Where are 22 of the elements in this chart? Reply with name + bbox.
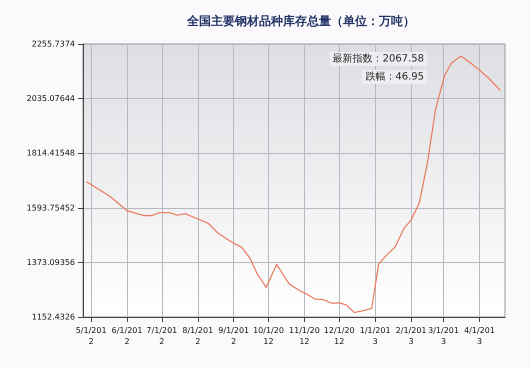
annotation: 跌幅：46.95 <box>365 70 424 82</box>
x-tick-label: 5/1/201 2 <box>76 326 107 346</box>
x-tick-label: 9/1/201 2 <box>218 326 250 346</box>
x-tick-label: 8/1/201 2 <box>182 326 214 346</box>
chart-title: 全国主要钢材品种库存总量（单位：万吨） <box>186 14 415 28</box>
x-tick-label: 11/1/20 12 <box>289 326 320 346</box>
y-tick-label: 2035.07644 <box>26 94 75 104</box>
y-tick-label: 1593.75452 <box>26 203 75 212</box>
y-tick-label: 2255.7374 <box>32 40 75 48</box>
line-series <box>86 55 501 314</box>
x-tick-label: 3/1/201 3 <box>428 326 459 346</box>
x-tick-label: 7/1/201 2 <box>146 326 178 346</box>
x-tick-label: 6/1/201 2 <box>112 326 142 346</box>
x-tick-label: 4/1/201 3 <box>464 326 495 346</box>
annotation: 最新指数：2067.58 <box>332 52 424 64</box>
x-tick-label: 2/1/201 3 <box>396 326 427 346</box>
y-tick-label: 1373.09356 <box>26 258 75 267</box>
x-tick-label: 10/1/20 12 <box>253 326 284 346</box>
y-tick-label: 1152.4326 <box>32 312 75 322</box>
x-tick-label: 1/1/201 3 <box>360 326 391 346</box>
x-tick-label: 12/1/20 12 <box>324 326 355 346</box>
y-tick-label: 1814.41548 <box>26 148 75 158</box>
